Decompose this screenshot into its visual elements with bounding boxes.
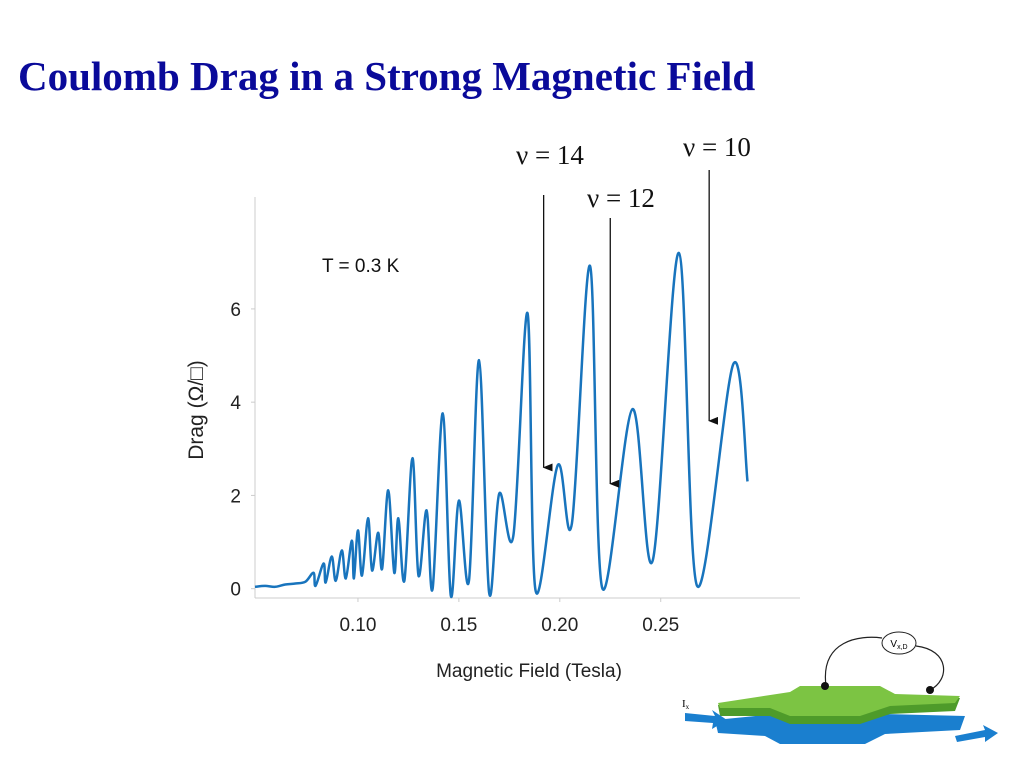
voltage-label: Vx,D (890, 639, 907, 651)
y-tick-label: 6 (230, 300, 241, 321)
x-axis-label: Magnetic Field (Tesla) (436, 661, 622, 682)
x-tick-label: 0.15 (440, 615, 477, 636)
annotation-label: ν = 10 (683, 132, 751, 162)
current-label: Ix (682, 698, 690, 711)
x-tick-label: 0.20 (541, 615, 578, 636)
y-axis-label: Drag (Ω/□) (185, 360, 208, 460)
y-tick-label: 0 (230, 580, 241, 601)
x-tick-label: 0.25 (642, 615, 679, 636)
data-line (254, 251, 749, 599)
y-tick-label: 4 (230, 393, 241, 414)
annotation-label: T = 0.3 K (322, 256, 400, 277)
sample-diagram: Vx,D Ix (682, 631, 998, 744)
x-tick-label: 0.10 (339, 615, 376, 636)
annotation-label: ν = 14 (516, 140, 584, 170)
slide-title: Coulomb Drag in a Strong Magnetic Field (18, 53, 755, 99)
annotation-label: ν = 12 (587, 183, 655, 213)
y-tick-label: 2 (230, 486, 241, 507)
